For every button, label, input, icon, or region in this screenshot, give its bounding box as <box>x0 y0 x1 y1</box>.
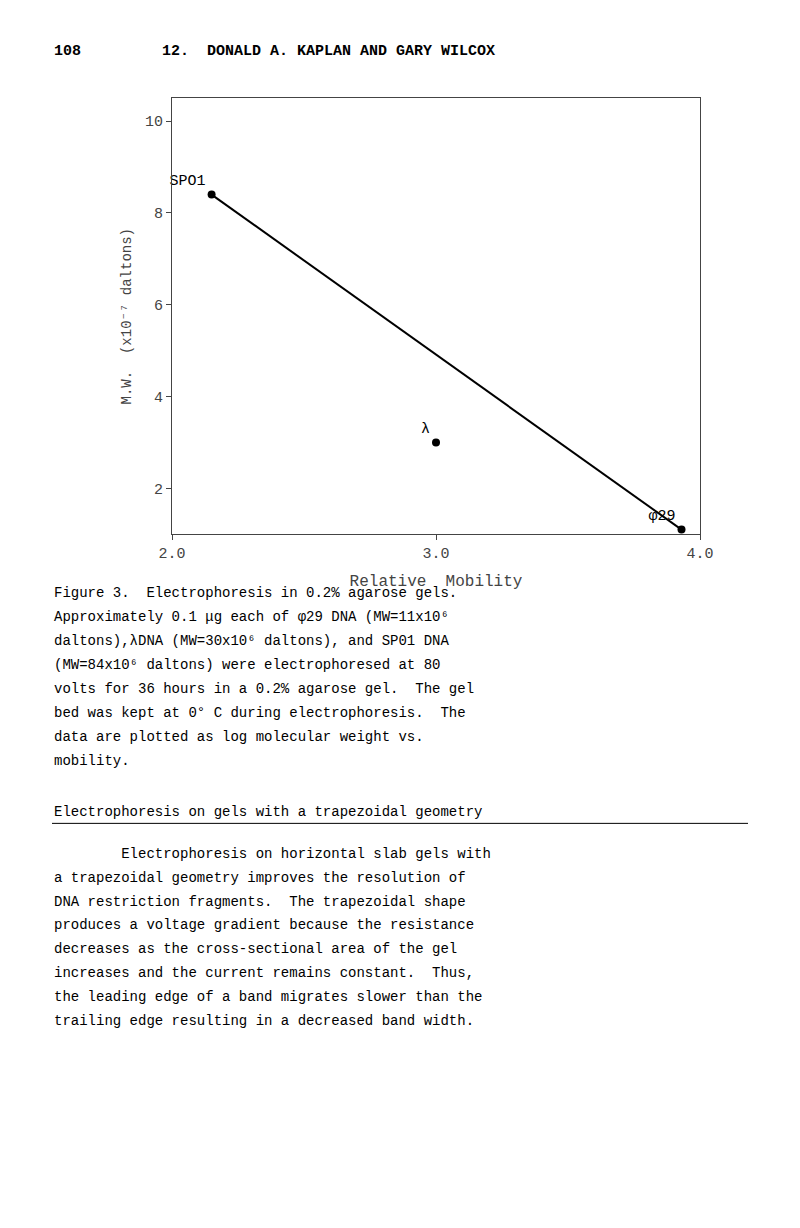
svg-text:10: 10 <box>145 114 163 131</box>
svg-text:(MW=84x10⁶ daltons) were elect: (MW=84x10⁶ daltons) were electrophoresed… <box>54 657 440 673</box>
svg-text:2.0: 2.0 <box>158 546 185 563</box>
svg-text:mobility.: mobility. <box>54 753 130 769</box>
svg-text:6: 6 <box>154 298 163 315</box>
svg-text:daltons),λDNA (MW=30x10⁶ dalto: daltons),λDNA (MW=30x10⁶ daltons), and S… <box>54 633 449 649</box>
svg-text:M.W. (x10⁻⁷ daltons): M.W. (x10⁻⁷ daltons) <box>119 228 135 404</box>
svg-text:108: 108 <box>54 43 81 60</box>
svg-text:12. DONALD A. KAPLAN AND GARY: 12. DONALD A. KAPLAN AND GARY WILCOX <box>162 43 495 60</box>
svg-text:4.0: 4.0 <box>686 546 713 563</box>
svg-text:trailing edge resulting in a d: trailing edge resulting in a decreased b… <box>54 1013 474 1029</box>
svg-text:volts for 36 hours in a 0.2% a: volts for 36 hours in a 0.2% agarose gel… <box>54 681 474 697</box>
svg-text:2: 2 <box>154 482 163 499</box>
svg-text:increases and the current rema: increases and the current remains consta… <box>54 965 474 981</box>
svg-text:3.0: 3.0 <box>422 546 449 563</box>
svg-text:a trapezoidal geometry improve: a trapezoidal geometry improves the reso… <box>54 870 466 886</box>
svg-text:Electrophoresis on horizontal: Electrophoresis on horizontal slab gels … <box>54 846 491 862</box>
svg-text:φ29: φ29 <box>649 508 676 525</box>
svg-text:produces a voltage gradient be: produces a voltage gradient because the … <box>54 917 474 933</box>
svg-text:the leading edge of a band mig: the leading edge of a band migrates slow… <box>54 989 482 1005</box>
svg-text:SPO1: SPO1 <box>170 173 206 190</box>
svg-text:λ: λ <box>421 421 430 438</box>
svg-text:4: 4 <box>154 390 163 407</box>
svg-text:Relative Mobility: Relative Mobility <box>350 573 523 591</box>
svg-text:data are plotted as log molecu: data are plotted as log molecular weight… <box>54 729 424 745</box>
svg-text:Approximately 0.1 μg each of φ: Approximately 0.1 μg each of φ29 DNA (MW… <box>54 609 449 625</box>
svg-text:Electrophoresis on gels with a: Electrophoresis on gels with a trapezoid… <box>54 804 482 820</box>
svg-text:8: 8 <box>154 206 163 223</box>
svg-text:decreases as the cross-section: decreases as the cross-sectional area of… <box>54 941 457 957</box>
svg-text:Figure 3. Electrophoresis in: Figure 3. Electrophoresis in 0.2% agaros… <box>54 585 457 601</box>
svg-text:DNA restriction fragments. Th: DNA restriction fragments. The trapezoid… <box>54 894 466 910</box>
svg-text:bed was kept at 0° C during el: bed was kept at 0° C during electrophore… <box>54 705 466 721</box>
